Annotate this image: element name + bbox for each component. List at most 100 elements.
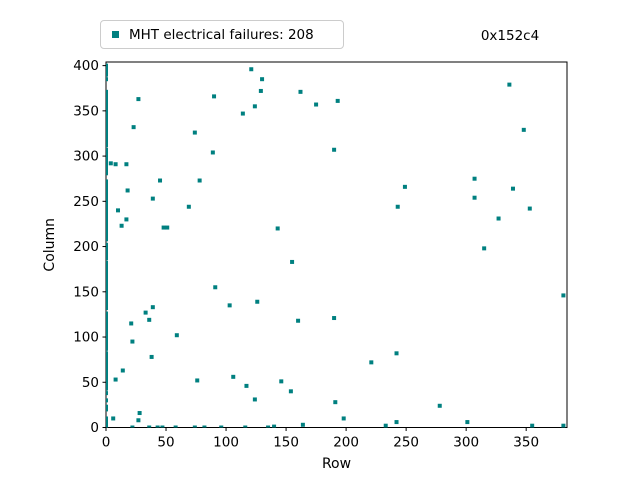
data-point	[106, 297, 108, 302]
data-point	[213, 285, 218, 290]
data-point	[106, 126, 108, 131]
data-point	[113, 377, 118, 382]
data-point	[106, 404, 108, 409]
x-tick-label: 250	[393, 435, 419, 451]
data-point	[212, 94, 217, 99]
x-tick-label: 150	[273, 435, 299, 451]
data-point	[106, 116, 108, 121]
data-point	[106, 201, 108, 206]
data-point	[106, 124, 108, 129]
data-point	[106, 311, 108, 316]
data-point	[106, 237, 108, 242]
data-point	[129, 321, 134, 326]
data-point	[561, 423, 566, 428]
data-point	[106, 153, 108, 158]
data-point	[106, 218, 108, 223]
data-point	[106, 285, 108, 290]
data-point	[507, 82, 512, 87]
data-point	[130, 339, 135, 344]
data-point	[527, 206, 532, 211]
data-point	[131, 125, 136, 130]
data-point	[472, 195, 477, 200]
data-point	[106, 367, 108, 372]
data-point	[561, 293, 566, 298]
data-point	[106, 268, 108, 273]
data-point	[155, 425, 160, 428]
data-point	[106, 335, 108, 340]
data-point	[106, 292, 108, 297]
data-point	[106, 295, 108, 300]
data-point	[143, 310, 148, 315]
data-point	[288, 389, 293, 394]
y-tick-label: 300	[73, 149, 99, 165]
data-point	[106, 210, 108, 215]
data-point	[106, 314, 108, 319]
data-point	[150, 196, 155, 201]
data-point	[106, 212, 108, 217]
data-point	[106, 263, 108, 268]
data-point	[106, 274, 108, 279]
x-axis-label: Row	[322, 456, 351, 472]
data-point	[395, 204, 400, 209]
data-point	[106, 107, 108, 112]
x-tick-label: 350	[513, 435, 539, 451]
data-point	[106, 121, 108, 126]
data-point	[186, 204, 191, 209]
data-point	[106, 287, 108, 292]
data-point	[125, 188, 130, 193]
data-point	[124, 162, 129, 167]
x-tick-label: 100	[213, 435, 239, 451]
data-point	[197, 178, 202, 183]
data-point	[243, 425, 248, 428]
data-point	[116, 208, 121, 213]
data-point	[496, 216, 501, 221]
data-point	[298, 89, 303, 94]
data-point	[314, 102, 319, 107]
data-point	[333, 400, 338, 405]
data-point	[521, 127, 526, 132]
y-axis-label: Column	[42, 218, 58, 272]
data-point	[106, 354, 108, 359]
data-point	[106, 69, 108, 74]
data-point	[106, 221, 108, 226]
data-point	[275, 226, 280, 231]
data-point	[106, 72, 108, 77]
data-point	[106, 316, 108, 321]
data-point	[227, 303, 232, 308]
data-point	[383, 423, 388, 428]
data-point	[124, 217, 129, 222]
data-point	[106, 277, 108, 282]
data-point	[106, 182, 108, 187]
data-point	[147, 425, 152, 428]
data-point	[106, 398, 108, 403]
data-point	[106, 250, 108, 255]
data-point	[402, 184, 407, 189]
data-point	[106, 165, 108, 170]
data-point	[106, 234, 108, 239]
data-point	[106, 266, 108, 271]
data-point	[260, 77, 265, 82]
data-point	[106, 67, 108, 72]
data-point	[258, 88, 263, 93]
data-point	[106, 161, 108, 166]
data-point	[106, 344, 108, 349]
data-point	[106, 226, 108, 231]
data-point	[244, 383, 249, 388]
data-point	[106, 132, 108, 137]
data-point	[106, 155, 108, 160]
data-point	[472, 176, 477, 181]
data-point	[106, 338, 108, 343]
data-point	[160, 425, 165, 428]
data-point	[106, 253, 108, 258]
data-point	[136, 418, 141, 423]
data-point	[106, 135, 108, 140]
data-point	[106, 215, 108, 220]
data-point	[106, 158, 108, 163]
data-point	[106, 98, 108, 103]
data-point	[332, 147, 337, 152]
data-point	[106, 373, 108, 378]
data-point	[106, 140, 108, 145]
y-tick-label: 250	[73, 194, 99, 210]
data-point	[111, 416, 116, 421]
